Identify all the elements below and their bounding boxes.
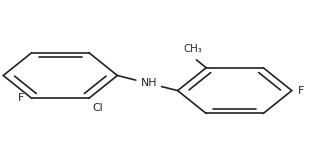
Text: CH₃: CH₃ [184,44,202,54]
Text: Cl: Cl [92,103,103,113]
Text: F: F [298,86,304,96]
Text: NH: NH [141,78,157,88]
Text: F: F [18,93,24,103]
